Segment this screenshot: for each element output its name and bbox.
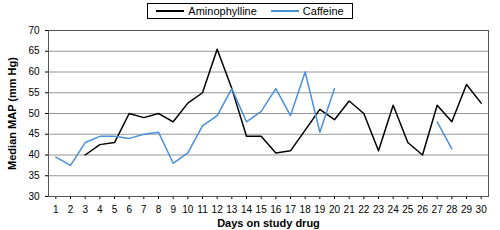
html-text:Aminophylline: Aminophylline	[188, 5, 257, 17]
svg-text:12: 12	[212, 204, 224, 215]
svg-text:7: 7	[141, 204, 147, 215]
svg-text:4: 4	[97, 204, 103, 215]
svg-text:45: 45	[28, 128, 40, 139]
svg-text:2: 2	[68, 204, 74, 215]
svg-text:11: 11	[197, 204, 208, 215]
svg-text:Median MAP (mm Hg): Median MAP (mm Hg)	[6, 57, 18, 170]
svg-text:65: 65	[28, 45, 40, 56]
svg-text:19: 19	[314, 204, 326, 215]
svg-text:20: 20	[329, 204, 341, 215]
svg-text:18: 18	[300, 204, 312, 215]
svg-text:29: 29	[461, 204, 473, 215]
svg-text:8: 8	[156, 204, 162, 215]
svg-text:25: 25	[402, 204, 414, 215]
svg-text:40: 40	[28, 149, 40, 160]
svg-text:50: 50	[28, 108, 40, 119]
svg-text:24: 24	[388, 204, 400, 215]
svg-text:1: 1	[53, 204, 59, 215]
html-text:Caffeine: Caffeine	[302, 5, 344, 17]
svg-text:23: 23	[373, 204, 385, 215]
svg-text:16: 16	[270, 204, 282, 215]
svg-text:30: 30	[476, 204, 488, 215]
svg-text:28: 28	[446, 204, 458, 215]
svg-text:60: 60	[28, 66, 40, 77]
svg-text:26: 26	[417, 204, 429, 215]
svg-text:14: 14	[241, 204, 253, 215]
svg-text:15: 15	[256, 204, 268, 215]
svg-text:70: 70	[28, 25, 40, 36]
svg-text:5: 5	[112, 204, 118, 215]
svg-text:22: 22	[358, 204, 370, 215]
svg-text:35: 35	[28, 170, 40, 181]
svg-text:9: 9	[170, 204, 176, 215]
svg-text:17: 17	[285, 204, 297, 215]
svg-text:Days on study drug: Days on study drug	[217, 217, 320, 229]
svg-text:6: 6	[126, 204, 132, 215]
svg-text:55: 55	[28, 87, 40, 98]
svg-text:21: 21	[344, 204, 356, 215]
svg-text:13: 13	[226, 204, 238, 215]
svg-text:27: 27	[432, 204, 444, 215]
svg-text:10: 10	[182, 204, 194, 215]
svg-text:3: 3	[82, 204, 88, 215]
svg-text:30: 30	[28, 191, 40, 202]
